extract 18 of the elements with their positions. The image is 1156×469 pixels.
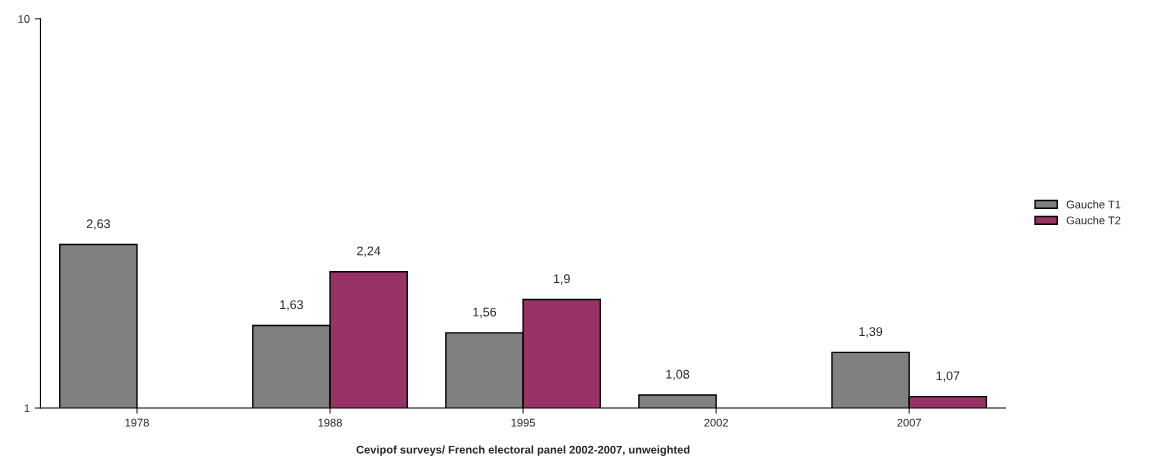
data-label: 1,07 <box>936 371 960 382</box>
data-label: 2,63 <box>86 219 110 230</box>
data-label: 1,9 <box>553 274 570 285</box>
x-tick-label: 1988 <box>318 418 342 427</box>
x-tick-label: 2002 <box>704 418 728 427</box>
x-axis-title: Cevipof surveys/ French electoral panel 2002-2007, unweighted <box>356 445 690 456</box>
y-tick-label: 10 <box>18 15 30 23</box>
data-label: 1,39 <box>859 327 883 338</box>
data-label: 1,08 <box>666 369 690 381</box>
x-tick-label: 2007 <box>897 418 921 427</box>
data-label: 1,63 <box>280 300 304 311</box>
x-tick-label: 1995 <box>511 418 535 427</box>
data-label: 2,24 <box>357 246 381 257</box>
data-label: 1,56 <box>473 307 497 318</box>
legend-label: Gauche T1 <box>1066 200 1121 209</box>
legend-label: Gauche T2 <box>1066 216 1121 225</box>
x-tick-label: 1978 <box>125 418 149 427</box>
y-tick-label: 1 <box>24 404 30 413</box>
